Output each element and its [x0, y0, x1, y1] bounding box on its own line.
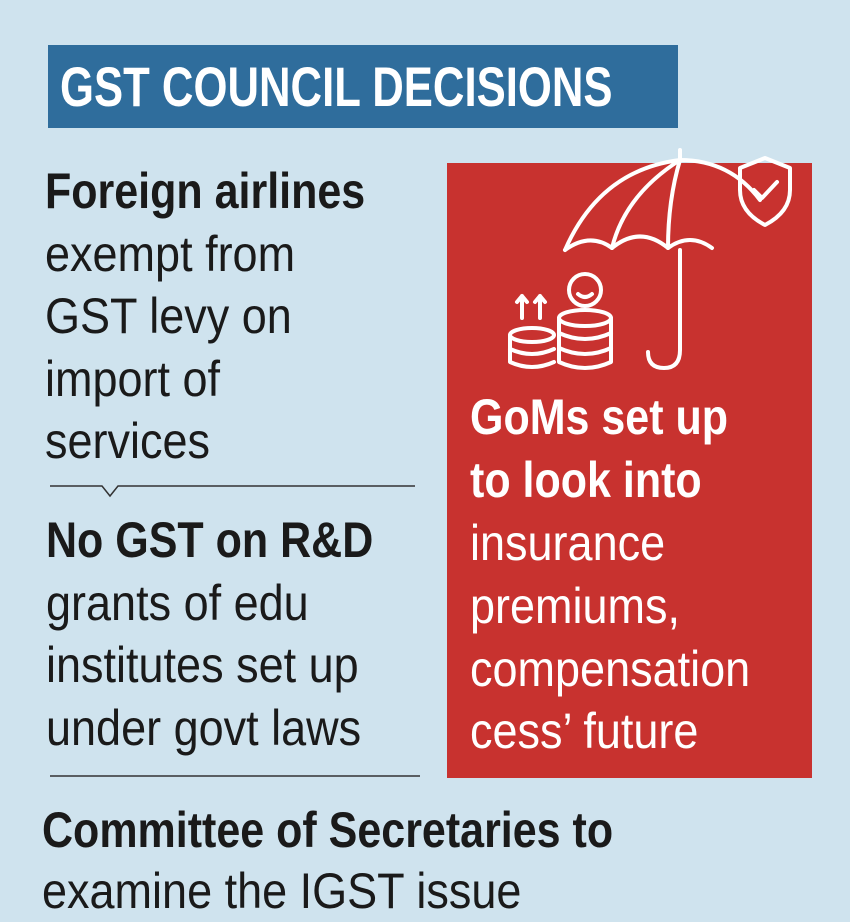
text-line: import of: [45, 351, 221, 407]
text-line: insurance: [470, 515, 666, 571]
heading: Committee of Secretaries to: [42, 802, 614, 858]
text-line: grants of edu: [46, 575, 309, 631]
text-line: compensation: [470, 641, 751, 697]
text-line: exempt from: [45, 226, 296, 282]
heading: to look into: [470, 452, 702, 508]
title: GST COUNCIL DECISIONS: [60, 55, 613, 118]
text-line: under govt laws: [46, 700, 362, 756]
title-box: GST COUNCIL DECISIONS: [48, 45, 678, 128]
highlight-box: [447, 163, 812, 778]
text-line: institutes set up: [46, 637, 359, 693]
umbrella-icon: [508, 148, 792, 370]
text-line: examine the IGST issue: [42, 863, 522, 919]
heading: Foreign airlines: [45, 163, 366, 219]
text-line: premiums,: [470, 578, 681, 634]
text-line: cess’ future: [470, 703, 699, 759]
heading: GoMs set up: [470, 389, 729, 445]
heading: No GST on R&D: [46, 512, 374, 568]
separator: [50, 485, 415, 498]
text-line: services: [45, 413, 211, 469]
text-line: GST levy on: [45, 288, 292, 344]
